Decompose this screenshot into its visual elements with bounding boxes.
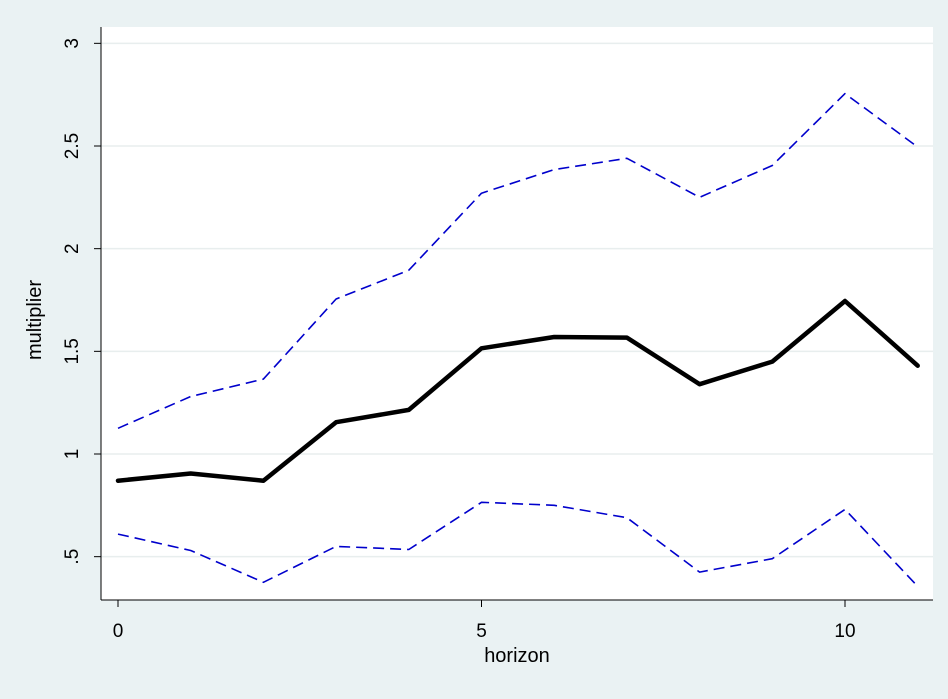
x-tick-label: 5 — [476, 621, 487, 642]
multiplier-line — [115, 298, 920, 483]
y-tick-label: 3 — [62, 38, 83, 49]
ticks: .5 1 1.5 2 2.5 3 0 5 10 — [62, 38, 856, 642]
axes — [100, 27, 933, 601]
y-axis-label: multiplier — [24, 280, 46, 360]
x-tick-label: 0 — [113, 621, 124, 642]
x-tick-label: 10 — [834, 621, 855, 642]
series-group — [115, 92, 920, 587]
y-tick-label: 1.5 — [62, 338, 83, 364]
plot-area — [101, 27, 933, 600]
upper-bound-line — [117, 92, 919, 430]
y-tick-label: 2.5 — [62, 133, 83, 159]
y-tick-label: 2 — [62, 243, 83, 254]
x-axis-label: horizon — [484, 645, 550, 667]
y-tick-label: 1 — [62, 449, 83, 460]
grid-lines — [101, 42, 933, 558]
y-tick-label: .5 — [62, 549, 83, 565]
lower-bound-line — [117, 501, 919, 587]
